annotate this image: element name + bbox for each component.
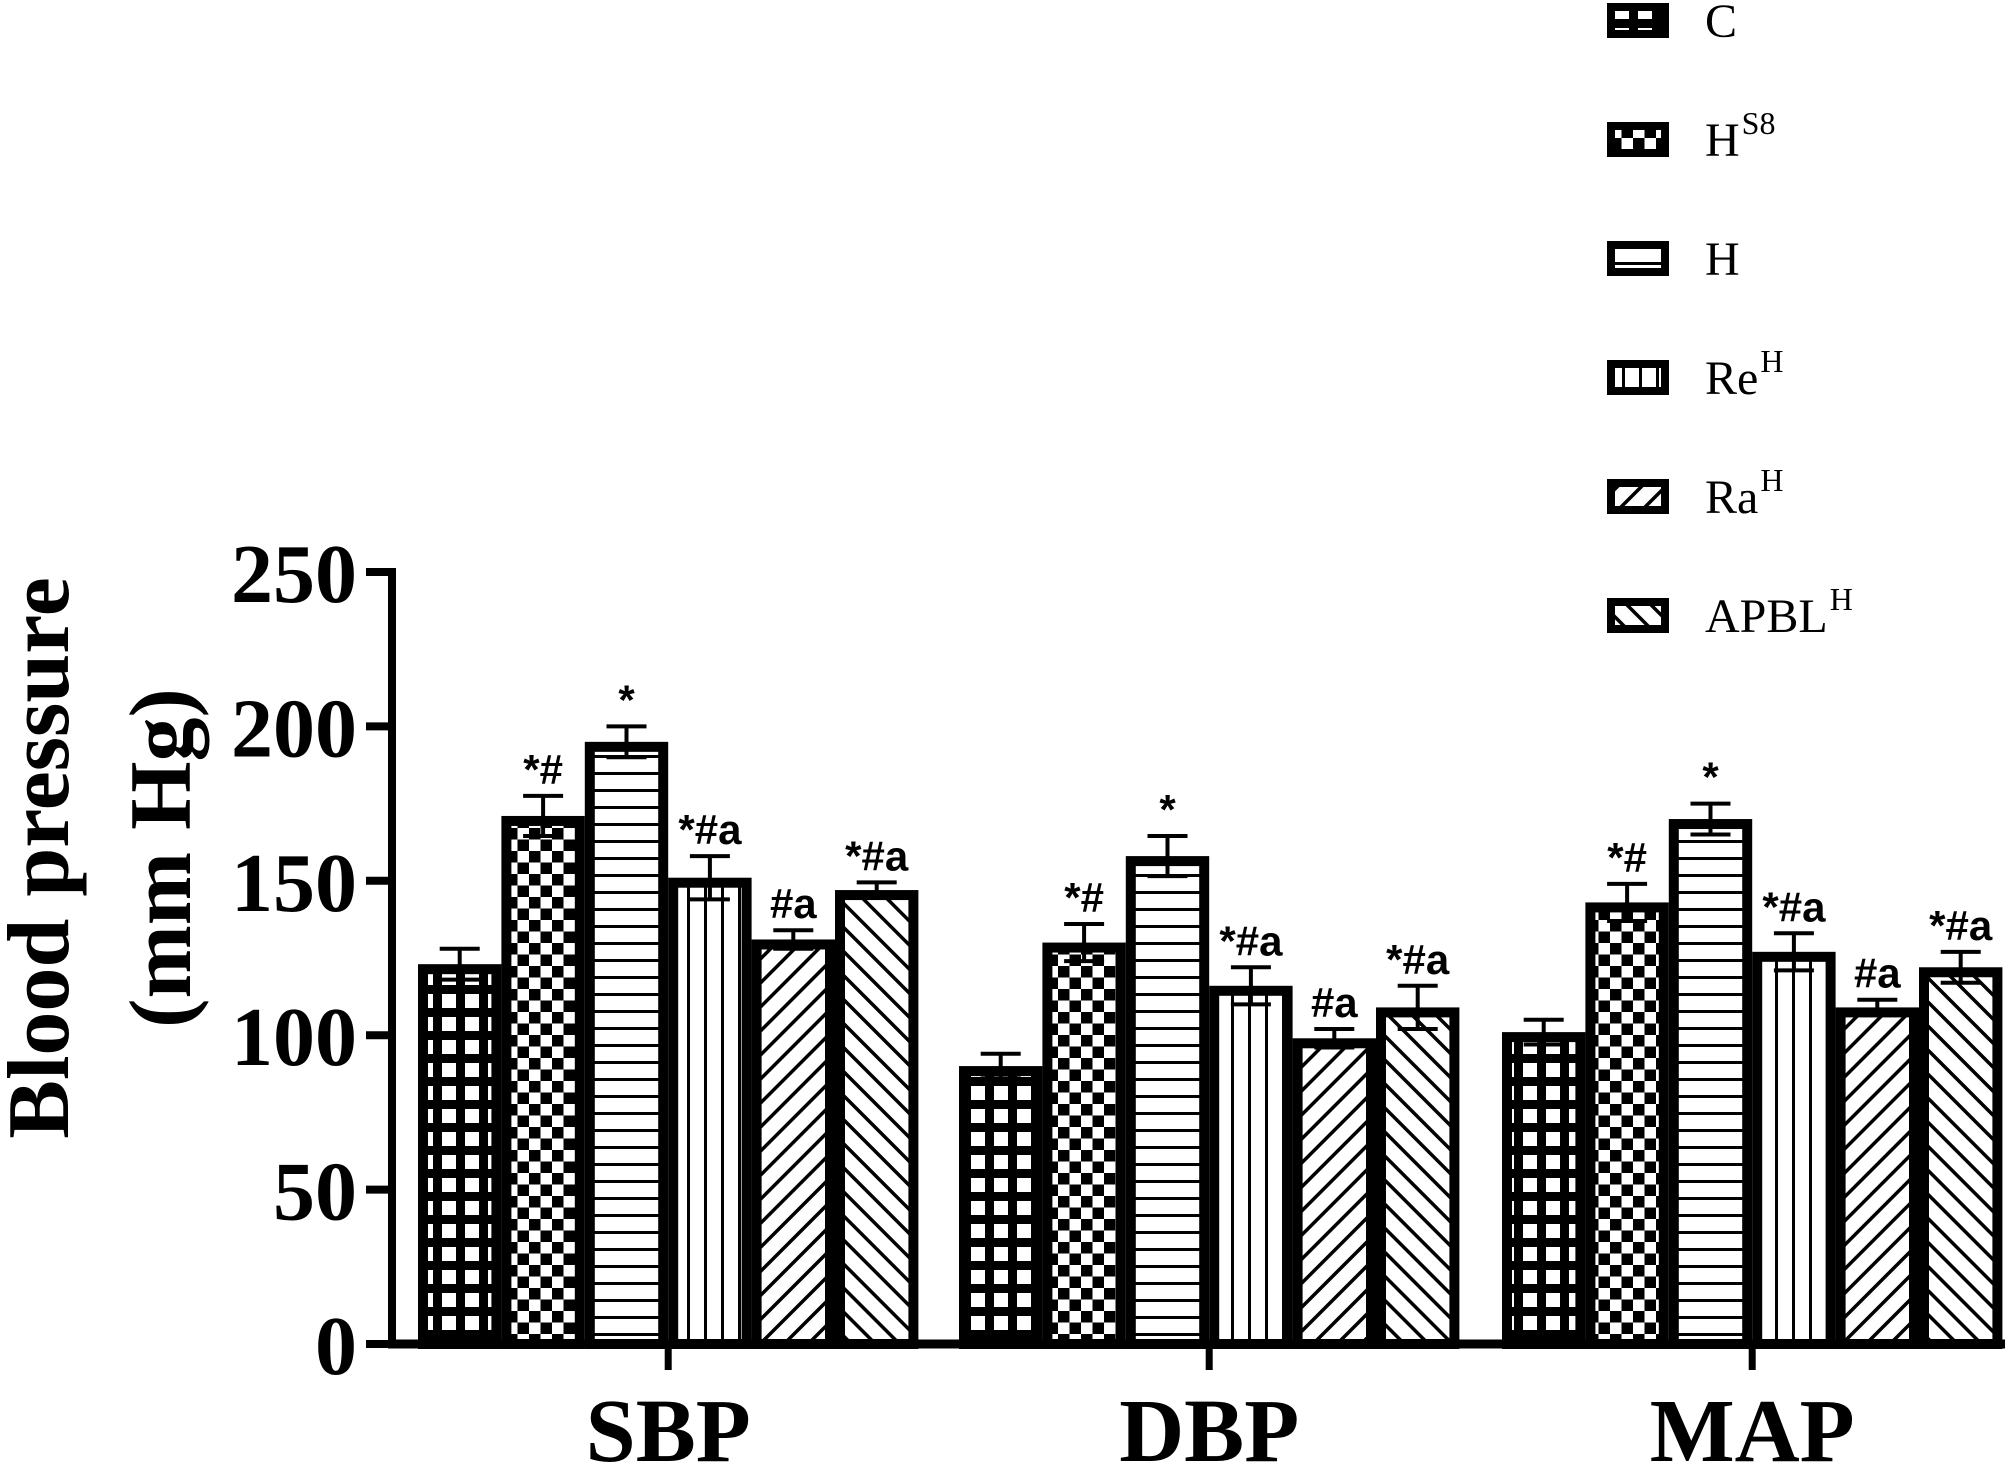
legend-swatch-hlines	[1607, 241, 1669, 276]
y-axis-title-line1: Blood pressure	[0, 577, 88, 1139]
bar-reh	[1209, 985, 1293, 1349]
bar-group-map: *# * *#a #a *#a	[1502, 754, 2003, 1350]
legend-item-reh: ReH	[1607, 343, 1783, 405]
legend-item-h: H	[1607, 233, 1740, 286]
legend-label: H	[1705, 233, 1740, 286]
bar-group-sbp: *# * *#a #a *#a	[418, 676, 919, 1350]
bar-rah	[751, 939, 835, 1349]
significance-label: *#	[1607, 834, 1647, 881]
legend-label-base: Re	[1705, 352, 1758, 405]
legend-label-base: C	[1705, 0, 1737, 48]
legend-item-rah: RaH	[1607, 462, 1783, 524]
bar-c	[418, 964, 502, 1350]
legend-label-base: Ra	[1705, 471, 1758, 524]
bar-reh	[1752, 951, 1836, 1349]
legend-label-superscript: H	[1830, 581, 1853, 617]
y-tick-label: 50	[273, 1146, 357, 1239]
legend-swatch-diag-down	[1607, 598, 1669, 633]
y-tick-label: 0	[315, 1300, 357, 1393]
significance-label: #a	[1311, 979, 1358, 1026]
legend-label-base: H	[1705, 114, 1740, 167]
significance-label: *	[1159, 786, 1176, 833]
bar-c	[959, 1066, 1043, 1349]
bar-h	[1125, 856, 1210, 1349]
legend-item-c: C	[1607, 0, 1737, 48]
legend-item-hs8: HS8	[1607, 105, 1775, 167]
x-tick-label-dbp: DBP	[1119, 1382, 1299, 1467]
significance-label: *	[618, 676, 635, 723]
x-tick-label-map: MAP	[1650, 1382, 1855, 1467]
legend-label-superscript: H	[1760, 462, 1783, 498]
bar-group-dbp: *# * *#a #a *#a	[959, 786, 1460, 1350]
y-tick-label: 200	[231, 682, 357, 775]
legend-swatch-checker	[1607, 122, 1669, 157]
legend-item-apblh: APBLH	[1607, 581, 1853, 643]
significance-label: *#a	[1386, 936, 1450, 983]
significance-label: *#a	[845, 832, 909, 879]
bar-rah	[1292, 1038, 1376, 1349]
legend-label: RaH	[1705, 462, 1783, 524]
y-axis-ticks: 0 50 100 150 200 250	[231, 528, 392, 1393]
significance-label: *#	[523, 746, 563, 793]
bar-hs8	[1585, 902, 1669, 1350]
legend-label: C	[1705, 0, 1737, 48]
x-axis-ticks: SBP DBP MAP	[586, 1344, 1855, 1467]
legend-swatch-diag-up	[1607, 479, 1669, 514]
y-tick-label: 150	[231, 837, 357, 930]
bars: *# * *#a #a *#a *# * *#a #a *#a *# * *#a #a *#a	[418, 676, 2003, 1350]
legend-label-base: APBL	[1705, 590, 1828, 643]
legend-label: ReH	[1705, 343, 1783, 405]
bar-h	[584, 741, 669, 1349]
significance-label: *	[1702, 754, 1719, 801]
legend-label: APBLH	[1705, 581, 1853, 643]
bar-h	[1668, 819, 1753, 1349]
y-tick-label: 250	[231, 528, 357, 621]
significance-label: *#a	[1762, 883, 1826, 930]
bar-hs8	[501, 815, 585, 1349]
bar-c	[1502, 1032, 1586, 1350]
bar-hs8	[1042, 942, 1126, 1349]
significance-label: *#a	[678, 806, 742, 853]
significance-label: *#a	[1929, 902, 1993, 949]
legend-label-superscript: S8	[1742, 105, 1776, 141]
significance-label: *#	[1064, 874, 1104, 921]
legend-label: HS8	[1705, 105, 1775, 167]
legend-label-base: H	[1705, 233, 1740, 286]
significance-label: *#a	[1219, 917, 1283, 964]
x-tick-label-sbp: SBP	[586, 1382, 751, 1467]
bar-reh	[668, 877, 752, 1349]
significance-label: #a	[770, 880, 817, 927]
axes	[388, 568, 2005, 1349]
bar-apblh	[1376, 1007, 1460, 1350]
bar-apblh	[1919, 967, 2003, 1349]
legend-label-superscript: H	[1760, 343, 1783, 379]
bar-rah	[1835, 1007, 1919, 1350]
legend-swatch-grid	[1607, 3, 1669, 38]
y-axis-title-line2: (mm Hg)	[113, 688, 210, 1028]
bar-apblh	[835, 890, 919, 1350]
legend-swatch-vlines	[1607, 360, 1669, 395]
significance-label: #a	[1854, 950, 1901, 997]
y-tick-label: 100	[231, 991, 357, 1084]
